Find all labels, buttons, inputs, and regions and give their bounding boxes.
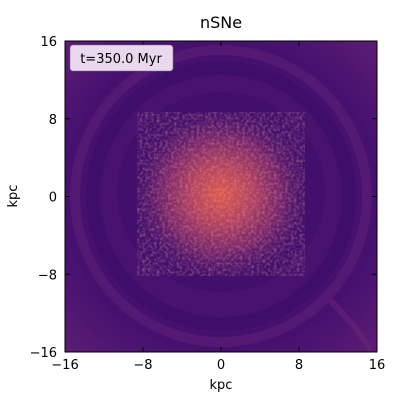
annotation-text: t=350.0 Myr [80,52,162,67]
x-tick-label: 8 [295,358,303,373]
x-ticks: −16 −8 0 8 16 [51,41,385,373]
y-tick-label: −8 [38,268,57,283]
y-tick-label: 0 [49,191,57,206]
chart-title: nSNe [200,13,242,32]
corner-swirl-bottom-right [327,297,373,352]
annotation-box [69,44,174,72]
y-tick-label: 16 [40,35,57,50]
y-ticks: −16 −8 0 8 16 [30,35,377,361]
x-axis-label: kpc [210,378,233,393]
y-tick-label: −16 [30,346,57,361]
y-tick-label: 8 [49,113,57,128]
plot-area [65,41,377,352]
outer-bright-ring [70,45,372,347]
core-speckle [137,112,305,276]
x-tick-label: −16 [51,358,78,373]
x-tick-label: 16 [369,358,386,373]
y-axis-label: kpc [6,185,21,208]
outer-dark-ring [86,61,356,331]
annotation: t=350.0 Myr [69,44,174,72]
title: nSNe [200,13,242,32]
x-tick-label: 0 [217,358,225,373]
x-tick-label: −8 [133,358,152,373]
